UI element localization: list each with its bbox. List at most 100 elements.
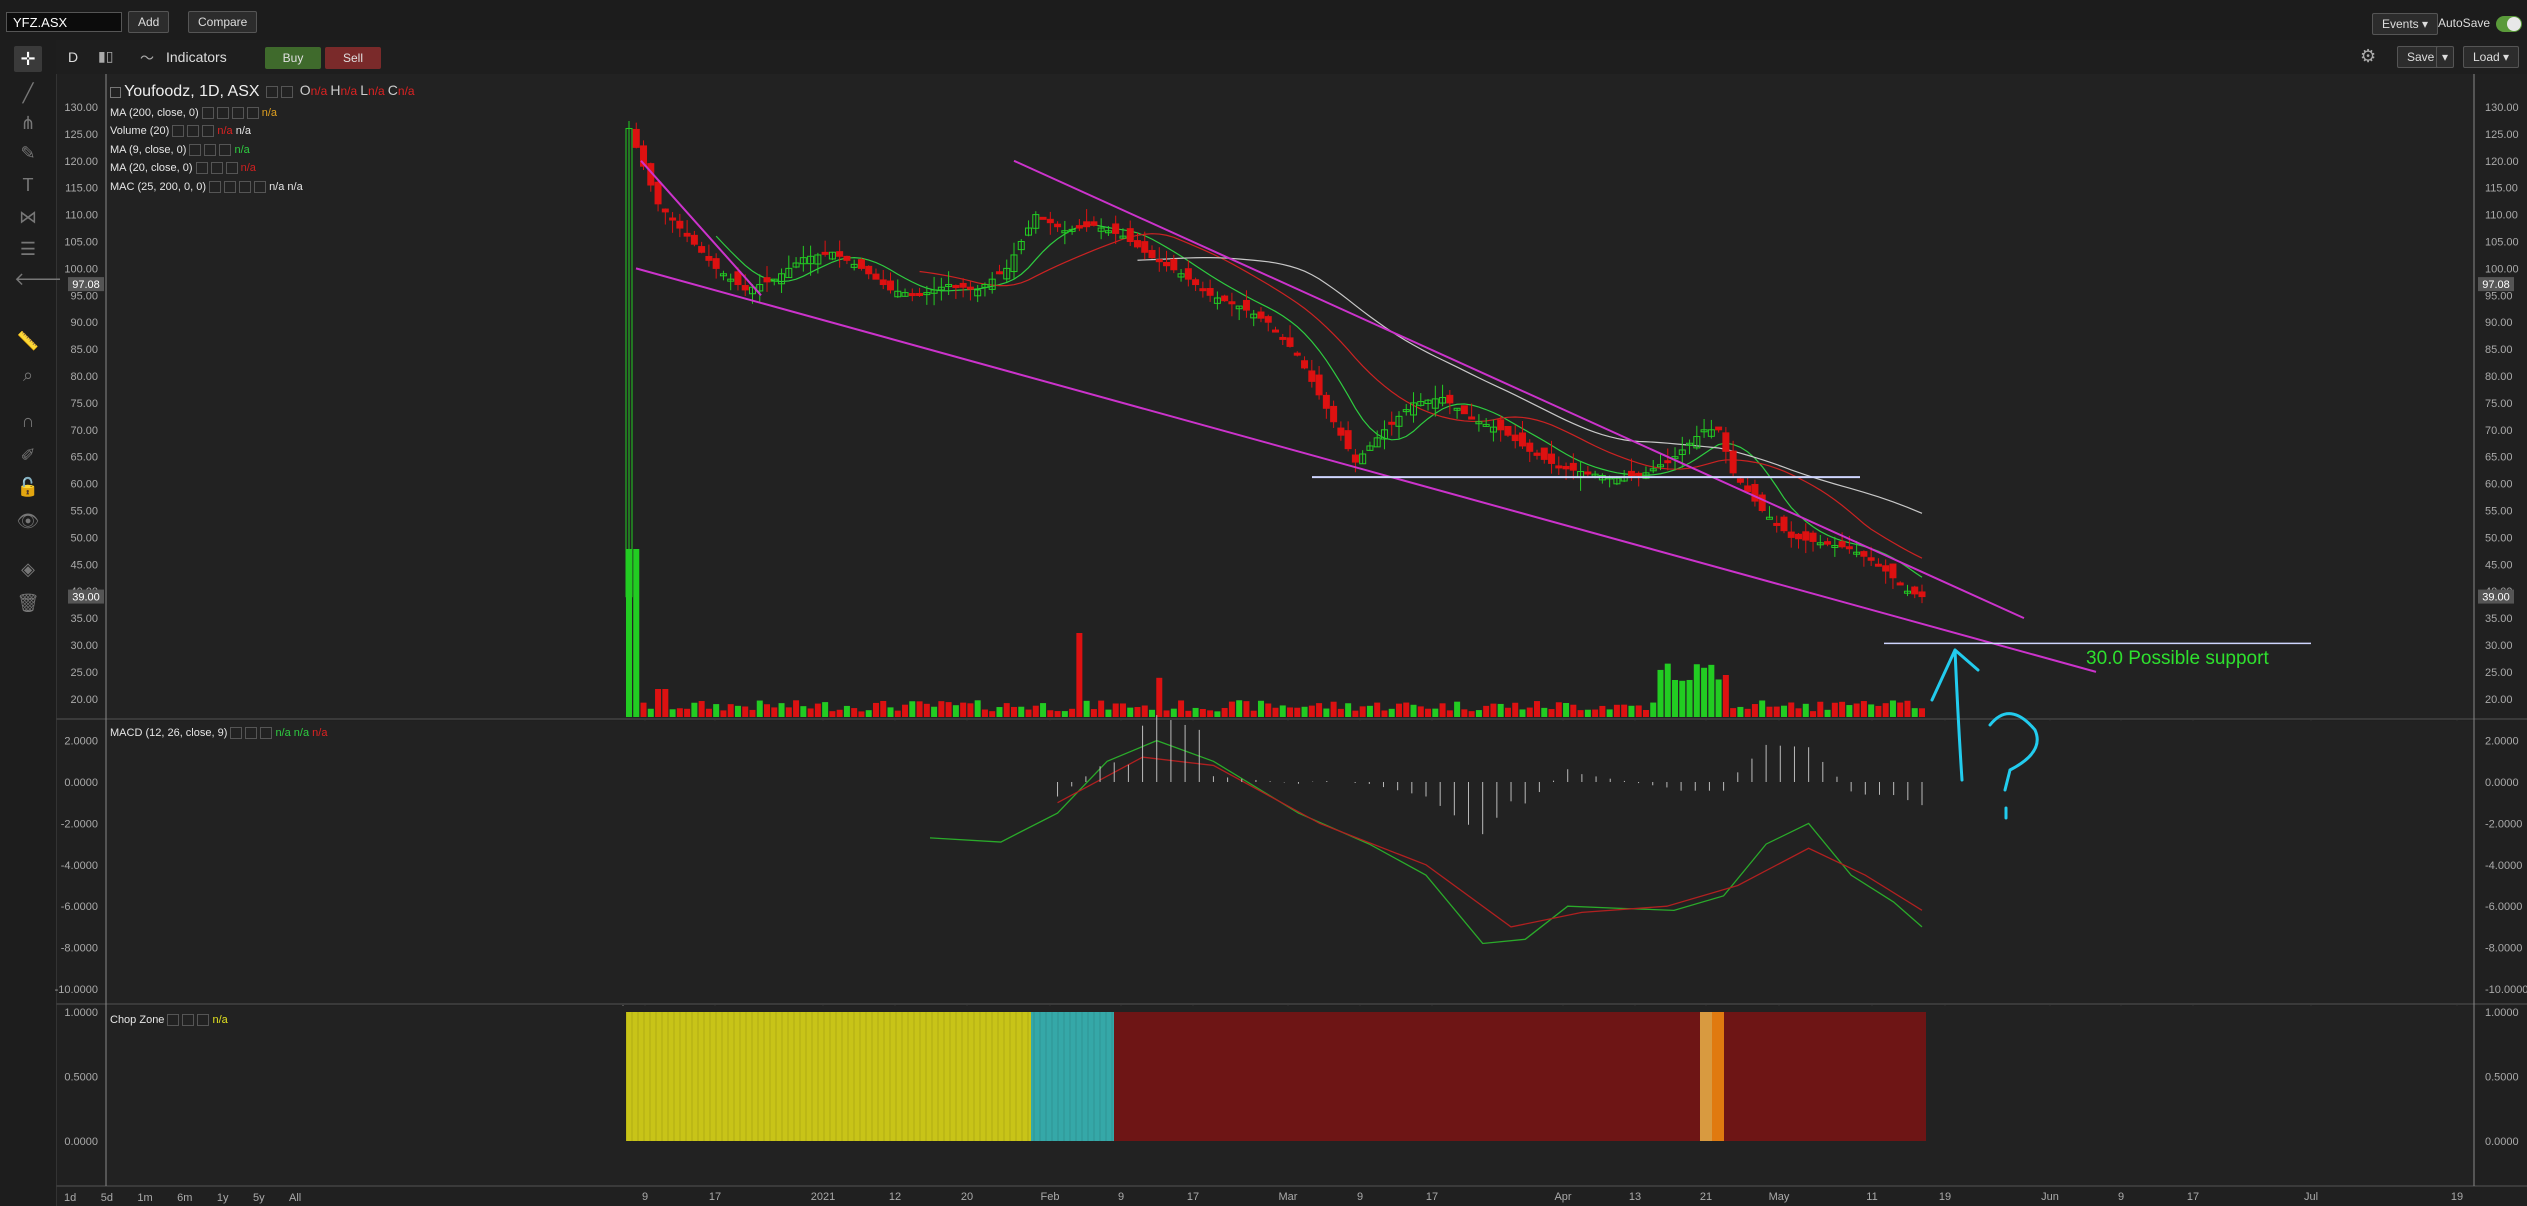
events-button[interactable]: Events ▾ bbox=[2372, 13, 2439, 35]
collapse-icon[interactable] bbox=[110, 86, 121, 98]
candle-body bbox=[1315, 374, 1323, 396]
volume-bar bbox=[1083, 700, 1090, 717]
price-marker-right bbox=[2478, 589, 2514, 604]
volume-bar bbox=[814, 703, 821, 717]
volume-bar bbox=[778, 703, 785, 717]
price-marker-right-label: 97.08 bbox=[2482, 279, 2510, 291]
trash-icon[interactable]: 🗑 bbox=[16, 593, 40, 613]
ohlc-close-label: C bbox=[387, 82, 398, 98]
legend-volume-value: n/a bbox=[235, 125, 252, 137]
legend-settings-icon[interactable] bbox=[265, 86, 278, 99]
y-tick-label-left: 130.00 bbox=[64, 102, 98, 114]
indicators-button[interactable]: Indicators bbox=[166, 49, 227, 65]
volume-bar bbox=[996, 707, 1003, 717]
volume-bar bbox=[1323, 708, 1330, 717]
range-1m[interactable]: 1m bbox=[137, 1192, 153, 1204]
trendline-icon[interactable]: ╱ bbox=[22, 83, 34, 103]
y-tick-label-right: 80.00 bbox=[2485, 371, 2513, 383]
candle-body bbox=[1780, 516, 1788, 532]
indicators-icon[interactable]: 〜 bbox=[140, 50, 154, 66]
support-annotation[interactable]: 30.0 Possible support bbox=[2086, 648, 2269, 669]
chop-zone-plot bbox=[625, 1012, 1926, 1141]
candle-body bbox=[1286, 337, 1294, 347]
chop-tick-left: 0.5000 bbox=[64, 1072, 98, 1084]
candle-body bbox=[1838, 541, 1846, 548]
price-marker-right bbox=[2478, 277, 2514, 292]
autosave-toggle[interactable] bbox=[2496, 16, 2522, 32]
candle-body bbox=[807, 255, 815, 265]
y-tick-label-left: 75.00 bbox=[70, 398, 98, 410]
volume-bar bbox=[1715, 679, 1722, 717]
candle-body bbox=[1373, 437, 1381, 448]
candle-body bbox=[1003, 267, 1011, 280]
volume-bar bbox=[1228, 701, 1235, 717]
range-1d[interactable]: 1d bbox=[64, 1192, 77, 1204]
text-icon[interactable]: T bbox=[22, 175, 34, 195]
legend-close-icon[interactable] bbox=[280, 86, 293, 99]
settings-gear-icon[interactable]: ⚙ bbox=[2360, 46, 2377, 66]
candle-body bbox=[778, 273, 786, 285]
pattern-icon[interactable]: ⋈ bbox=[19, 207, 37, 227]
ruler-icon[interactable]: 📏 bbox=[16, 331, 40, 351]
range-5d[interactable]: 5d bbox=[100, 1192, 113, 1204]
compare-button[interactable]: Compare bbox=[188, 11, 258, 33]
legend-mac: MAC (25, 200, 0, 0) n/a n/a bbox=[110, 181, 303, 194]
sell-button[interactable]: Sell bbox=[325, 47, 381, 69]
candle-body bbox=[1729, 450, 1737, 474]
trendlines[interactable] bbox=[635, 159, 2311, 673]
range-1y[interactable]: 1y bbox=[216, 1192, 229, 1204]
volume-bar bbox=[1468, 711, 1475, 717]
volume-bar bbox=[858, 711, 865, 717]
chop-tick-left: 0.0000 bbox=[64, 1136, 98, 1148]
candle-body bbox=[923, 292, 931, 296]
candle-body bbox=[1264, 316, 1272, 323]
range-5y[interactable]: 5y bbox=[252, 1192, 265, 1204]
fib-icon[interactable]: ☰ bbox=[19, 239, 37, 259]
brush-icon[interactable]: ✎ bbox=[20, 143, 36, 163]
interval-button[interactable]: D bbox=[68, 49, 79, 65]
add-button[interactable]: Add bbox=[128, 11, 170, 33]
volume-bar bbox=[1635, 705, 1642, 717]
macd-tick-right: -2.0000 bbox=[2485, 818, 2522, 830]
candle-body bbox=[1083, 221, 1091, 228]
candle-body bbox=[1824, 541, 1832, 545]
candle-body bbox=[988, 278, 996, 290]
eye-icon[interactable]: 👁 bbox=[16, 511, 40, 531]
crosshair-icon[interactable]: ✛ bbox=[14, 46, 42, 72]
symbol-input[interactable] bbox=[6, 12, 122, 32]
lock-icon[interactable]: 🔓 bbox=[16, 477, 40, 497]
volume-bar bbox=[1054, 711, 1061, 717]
macd-legend: MACD (12, 26, close, 9) n/a n/a n/a bbox=[110, 727, 327, 740]
candle-body bbox=[1773, 522, 1781, 526]
volume-bar bbox=[669, 709, 676, 717]
volume-bar bbox=[1410, 704, 1417, 717]
range-all[interactable]: All bbox=[289, 1192, 302, 1204]
lock-drawings-icon[interactable]: ✐ bbox=[20, 445, 36, 465]
candle-body bbox=[1518, 432, 1526, 447]
save-menu-chevron-icon[interactable]: ▾ bbox=[2436, 46, 2455, 68]
volume-bar bbox=[705, 708, 712, 717]
magnet-icon[interactable]: ∩ bbox=[21, 411, 35, 431]
candle-body bbox=[1569, 462, 1577, 471]
candle-body bbox=[937, 286, 945, 291]
pitchfork-icon[interactable]: ⋔ bbox=[20, 113, 36, 133]
macd-tick-right: -6.0000 bbox=[2485, 901, 2522, 913]
load-button[interactable]: Load ▾ bbox=[2463, 46, 2520, 68]
macd-tick-left: -4.0000 bbox=[61, 860, 98, 872]
candle-body bbox=[1816, 542, 1824, 546]
layers-icon[interactable]: ◈ bbox=[21, 559, 35, 579]
buy-button[interactable]: Buy bbox=[265, 47, 321, 69]
candle-body bbox=[1468, 416, 1476, 420]
candle-body bbox=[1206, 288, 1214, 296]
x-tick-label: 9 bbox=[1118, 1191, 1124, 1203]
candle-body bbox=[1787, 531, 1795, 538]
volume-bar bbox=[1127, 707, 1134, 717]
candle-type-icon[interactable]: ▮▯ bbox=[98, 48, 114, 64]
save-button[interactable]: Save bbox=[2397, 46, 2445, 68]
candle-body bbox=[1722, 432, 1730, 452]
volume-bar bbox=[742, 706, 749, 717]
range-6m[interactable]: 6m bbox=[177, 1192, 193, 1204]
x-tick-label: 19 bbox=[1939, 1191, 1951, 1203]
zoom-icon[interactable]: ⌕ bbox=[22, 365, 34, 385]
